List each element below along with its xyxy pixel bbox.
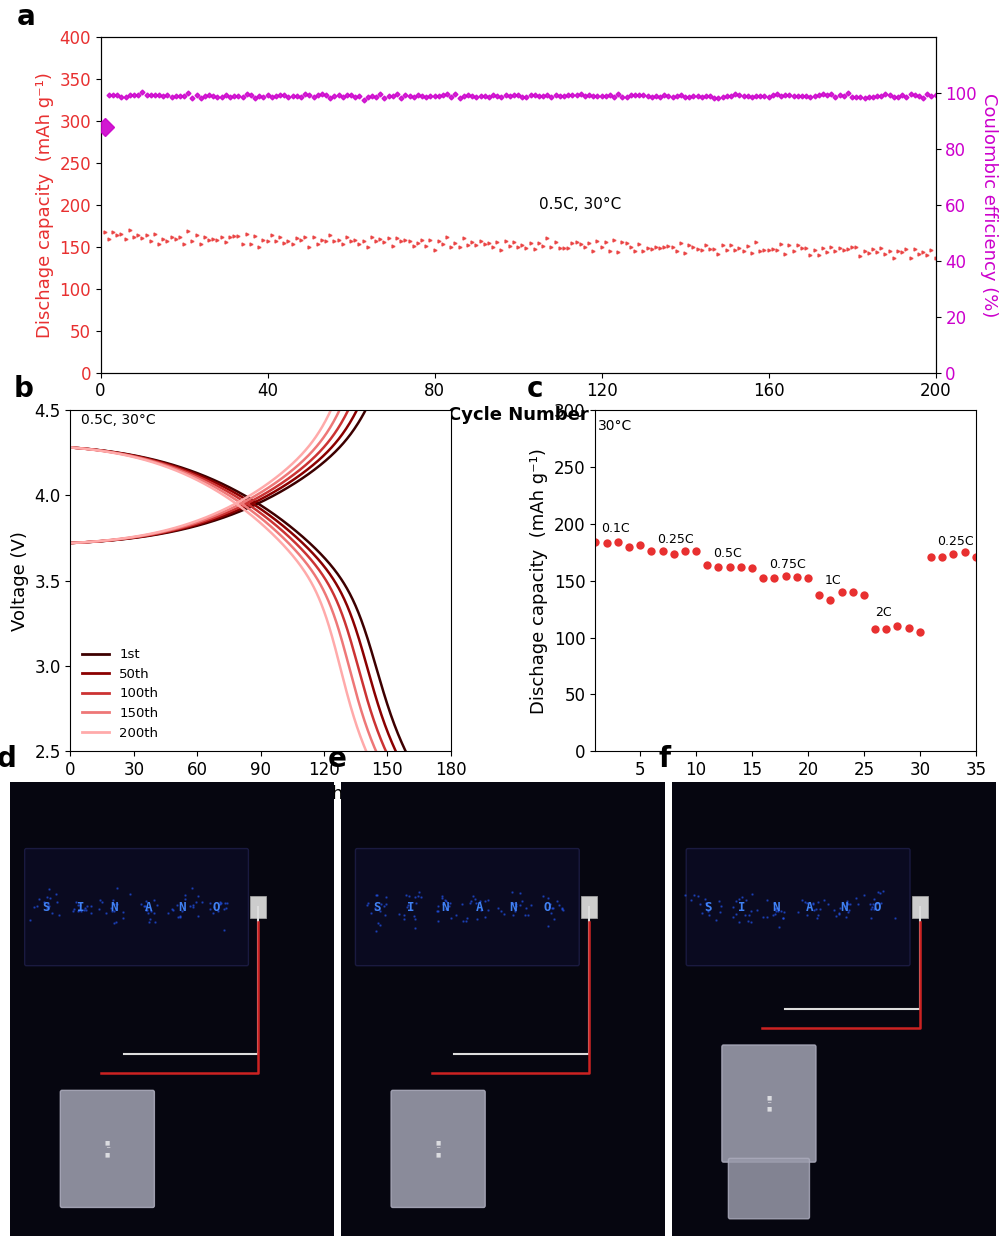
Text: N: N [840, 900, 847, 914]
FancyBboxPatch shape [60, 1090, 154, 1207]
Text: ■
─
■: ■ ─ ■ [767, 1095, 772, 1112]
Text: I: I [738, 900, 745, 914]
FancyBboxPatch shape [728, 1159, 810, 1218]
FancyBboxPatch shape [25, 848, 248, 966]
Text: N: N [111, 900, 118, 914]
X-axis label: Specific capacity (mAh g⁻¹): Specific capacity (mAh g⁻¹) [137, 785, 384, 802]
Bar [250, 895, 267, 919]
Text: O: O [874, 900, 881, 914]
Text: I: I [407, 900, 414, 914]
FancyBboxPatch shape [355, 848, 579, 966]
Text: 0.5C, 30°C: 0.5C, 30°C [539, 197, 622, 212]
Y-axis label: Voltage (V): Voltage (V) [11, 530, 29, 631]
Y-axis label: Dischage capacity  (mAh g⁻¹): Dischage capacity (mAh g⁻¹) [530, 447, 548, 714]
Text: 0.75C: 0.75C [769, 558, 806, 571]
Text: 0.25C: 0.25C [657, 533, 693, 546]
Text: d: d [0, 745, 17, 774]
Text: 0.5C, 30°C: 0.5C, 30°C [81, 412, 156, 426]
FancyBboxPatch shape [391, 1090, 485, 1207]
Bar [580, 895, 597, 919]
Legend: 1st, 50th, 100th, 150th, 200th: 1st, 50th, 100th, 150th, 200th [77, 643, 164, 745]
Text: S: S [42, 900, 50, 914]
Text: c: c [527, 375, 543, 402]
Text: ■
─
■: ■ ─ ■ [105, 1140, 110, 1158]
FancyBboxPatch shape [722, 1045, 816, 1163]
Text: b: b [13, 375, 33, 402]
Bar [911, 895, 928, 919]
Text: 30°C: 30°C [598, 420, 632, 433]
Text: a: a [17, 2, 36, 31]
Y-axis label: Coulombic efficiency (%): Coulombic efficiency (%) [980, 93, 998, 317]
Text: O: O [543, 900, 550, 914]
X-axis label: Cycle Number: Cycle Number [715, 785, 856, 802]
Text: 0.25C: 0.25C [937, 535, 973, 548]
Text: S: S [373, 900, 381, 914]
Text: 0.1C: 0.1C [601, 522, 630, 534]
Text: A: A [475, 900, 483, 914]
FancyBboxPatch shape [686, 848, 910, 966]
Text: 1C: 1C [825, 574, 841, 587]
Text: A: A [145, 900, 152, 914]
Text: e: e [328, 745, 347, 774]
Y-axis label: Dischage capacity  (mAh g⁻¹): Dischage capacity (mAh g⁻¹) [35, 72, 53, 338]
Text: O: O [212, 900, 220, 914]
Text: S: S [704, 900, 712, 914]
Text: N: N [442, 900, 449, 914]
Text: N: N [773, 900, 780, 914]
Text: N: N [178, 900, 186, 914]
Text: A: A [806, 900, 814, 914]
Text: 0.5C: 0.5C [713, 546, 741, 560]
Text: f: f [659, 745, 671, 774]
Text: N: N [509, 900, 517, 914]
Text: ■
─
■: ■ ─ ■ [436, 1140, 441, 1158]
Text: I: I [76, 900, 85, 914]
X-axis label: Cycle Number: Cycle Number [448, 406, 589, 424]
Text: 2C: 2C [875, 606, 891, 619]
